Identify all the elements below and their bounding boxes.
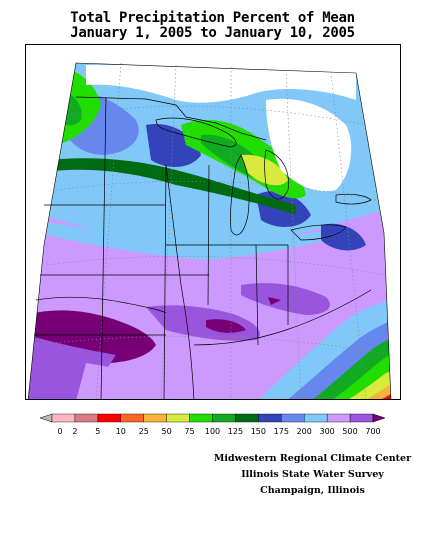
legend-swatch-12	[304, 413, 328, 423]
legend-swatch-10	[258, 413, 282, 423]
credit-line-3: Champaign, Illinois	[260, 485, 365, 496]
legend-swatch-7	[189, 413, 213, 423]
legend-label: 175	[274, 427, 289, 436]
legend-label: 25	[139, 427, 149, 436]
legend-swatch-8	[212, 413, 236, 423]
legend-label: 500	[342, 427, 357, 436]
legend-label: 700	[365, 427, 380, 436]
legend-swatch-2	[74, 413, 99, 423]
legend-swatch-9	[235, 413, 259, 423]
legend-label: 2	[72, 427, 77, 436]
legend-label: 200	[297, 427, 312, 436]
legend-swatch-0	[40, 413, 53, 423]
legend-swatch-15	[372, 413, 385, 423]
map-title: Total Precipitation Percent of Mean	[70, 10, 355, 26]
legend-swatch-1	[51, 413, 76, 423]
legend-label: 125	[228, 427, 243, 436]
legend-swatch-3	[97, 413, 121, 423]
credit-line-2: Illinois State Water Survey	[241, 469, 384, 480]
credit-line-1: Midwestern Regional Climate Center	[213, 453, 412, 464]
legend-label: 150	[251, 427, 266, 436]
legend-swatch-13	[326, 413, 351, 423]
legend-label: 75	[184, 427, 194, 436]
legend-label: 10	[116, 427, 126, 436]
legend-label: 300	[320, 427, 335, 436]
precipitation-fill	[28, 63, 391, 399]
state-boundaries	[34, 96, 372, 399]
domain-outline	[27, 62, 392, 399]
map-date-range: January 1, 2005 to January 10, 2005	[70, 25, 355, 41]
precipitation-map	[25, 44, 401, 400]
legend-label: 100	[205, 427, 220, 436]
legend-label: 5	[95, 427, 100, 436]
legend-swatch-6	[166, 413, 190, 423]
legend-swatch-14	[349, 413, 374, 423]
legend-swatch-4	[120, 413, 144, 423]
color-legend: 0 2 5 10 25 50 75 100 125 150 175 200 300 500 700	[40, 413, 385, 436]
graticule	[35, 62, 392, 399]
legend-swatch-5	[143, 413, 167, 423]
legend-label: 50	[162, 427, 172, 436]
legend-label: 0	[57, 427, 62, 436]
legend-swatch-11	[281, 413, 305, 423]
